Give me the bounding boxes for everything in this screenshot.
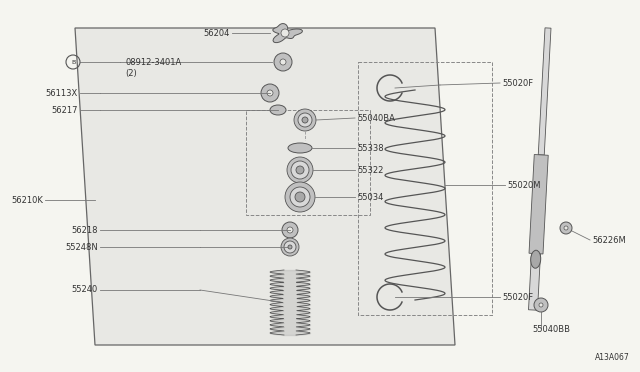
Circle shape: [267, 90, 273, 96]
Text: 55020F: 55020F: [502, 78, 533, 87]
Circle shape: [296, 166, 304, 174]
Circle shape: [287, 227, 293, 233]
Ellipse shape: [531, 250, 541, 268]
Circle shape: [285, 182, 315, 212]
Polygon shape: [273, 23, 303, 43]
Text: 55020F: 55020F: [502, 292, 533, 301]
Circle shape: [282, 222, 298, 238]
Text: 56217: 56217: [51, 106, 78, 115]
Polygon shape: [529, 253, 541, 310]
Circle shape: [291, 161, 309, 179]
Circle shape: [298, 113, 312, 127]
Text: 55248N: 55248N: [65, 243, 98, 251]
Circle shape: [280, 59, 286, 65]
Circle shape: [261, 84, 279, 102]
Circle shape: [539, 303, 543, 307]
Text: 55040BB: 55040BB: [532, 326, 570, 334]
Circle shape: [534, 298, 548, 312]
Text: 56204: 56204: [204, 29, 230, 38]
Polygon shape: [529, 154, 548, 254]
Text: 55020M: 55020M: [507, 180, 541, 189]
Ellipse shape: [288, 143, 312, 153]
Circle shape: [302, 117, 308, 123]
Text: B: B: [71, 60, 75, 64]
Text: 55040BA: 55040BA: [357, 113, 395, 122]
Circle shape: [281, 238, 299, 256]
Polygon shape: [538, 28, 551, 155]
Circle shape: [287, 157, 313, 183]
Text: 55240: 55240: [72, 285, 98, 295]
Text: 55322: 55322: [357, 166, 383, 174]
Circle shape: [295, 192, 305, 202]
Text: (2): (2): [125, 68, 137, 77]
Circle shape: [560, 222, 572, 234]
Circle shape: [281, 29, 289, 37]
Polygon shape: [75, 28, 455, 345]
Text: 55034: 55034: [357, 192, 383, 202]
Text: 56210K: 56210K: [11, 196, 43, 205]
Text: 08912-3401A: 08912-3401A: [125, 58, 181, 67]
Text: 56218: 56218: [72, 225, 98, 234]
Circle shape: [564, 226, 568, 230]
Circle shape: [288, 245, 292, 249]
Circle shape: [284, 241, 296, 253]
Text: A13A067: A13A067: [595, 353, 630, 362]
Ellipse shape: [270, 105, 286, 115]
Text: 56113X: 56113X: [45, 89, 78, 97]
Text: 55338: 55338: [357, 144, 383, 153]
Circle shape: [294, 109, 316, 131]
Circle shape: [274, 53, 292, 71]
Circle shape: [290, 187, 310, 207]
Text: 56226M: 56226M: [592, 235, 626, 244]
